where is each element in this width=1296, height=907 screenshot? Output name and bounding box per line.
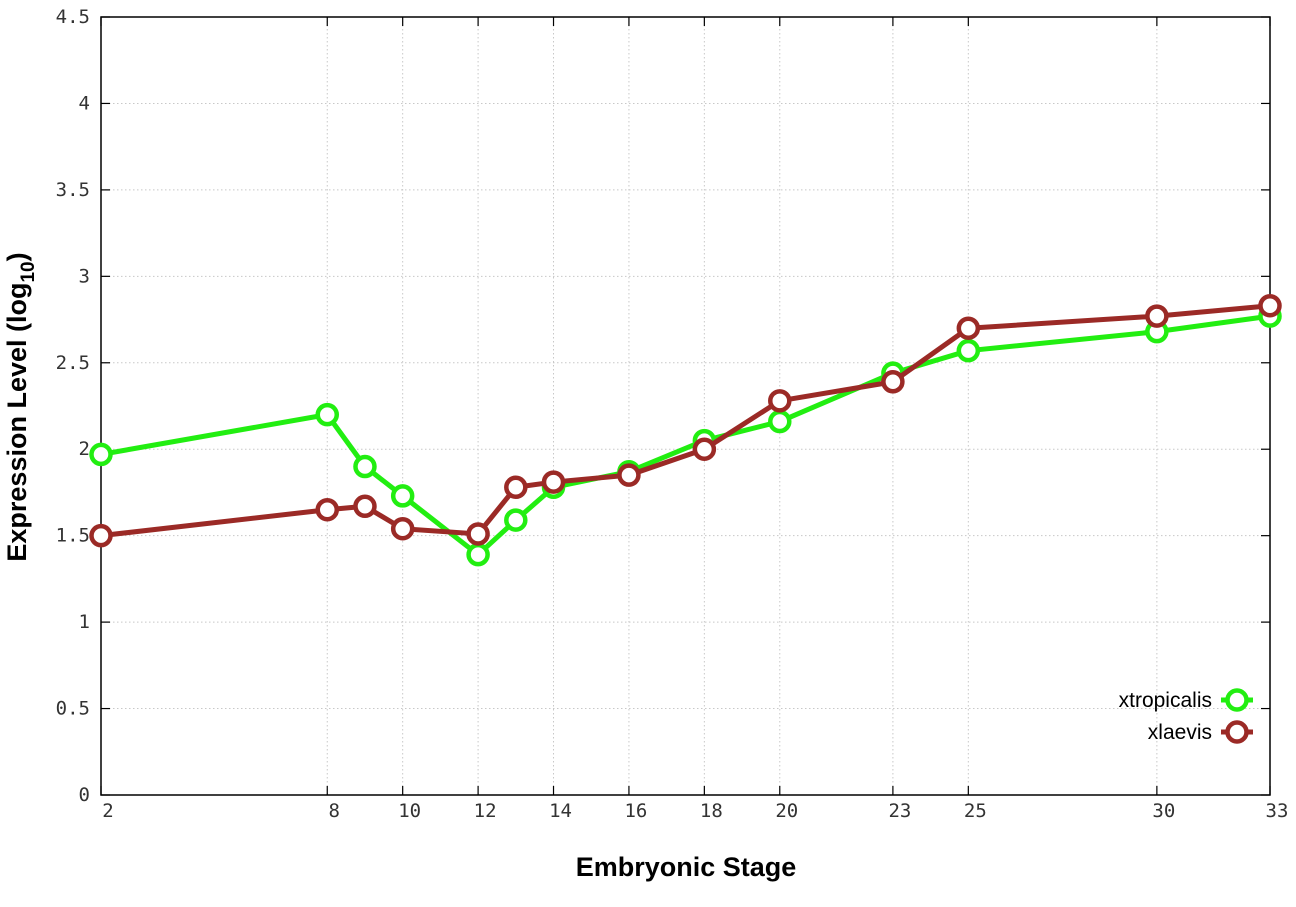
data-point-xlaevis [881,370,905,394]
data-point-xtropicalis [315,402,340,427]
data-point-xlaevis [1145,304,1169,328]
plot-frame [100,16,1271,796]
data-point-xtropicalis [89,442,113,467]
legend-marker-xlaevis [1225,720,1249,744]
x-tick-label: 14 [549,800,572,822]
data-point-xlaevis [541,470,566,494]
data-point-xlaevis [692,437,717,461]
data-point-xtropicalis [466,542,490,567]
y-axis-title: Expression Level (log10) [2,252,39,561]
y-tick-label: 3.5 [56,179,90,201]
data-point-xtropicalis [504,508,528,532]
data-point-xtropicalis [353,454,377,479]
y-tick-label: 0.5 [56,698,90,720]
series-lines [89,293,1282,567]
x-tick-label: 8 [329,800,340,822]
data-point-xlaevis [353,494,377,519]
x-tick-label: 18 [700,800,723,822]
x-tick-label: 23 [888,800,911,822]
x-tick-label: 12 [474,800,497,822]
x-tick-label: 20 [775,800,798,822]
y-tick-label: 1 [79,611,90,633]
legend-label-xlaevis: xlaevis [1148,721,1212,744]
legend: xtropicalis xlaevis [1119,688,1253,744]
series-xtropicalis [89,304,1282,567]
x-axis-title: Embryonic Stage [576,852,797,882]
data-point-xtropicalis [768,409,792,434]
y-tick-label: 1.5 [56,525,90,547]
y-tick-label: 2.5 [56,352,90,374]
data-point-xlaevis [390,517,415,541]
x-axis-tick-labels: 2 8 10 12 14 16 18 20 23 25 30 33 [102,800,1288,822]
y-axis-title-subscript: 10 [18,261,39,282]
x-tick-label: 33 [1266,800,1289,822]
y-axis-tick-labels: 0 0.5 1 1.5 2 2.5 3 3.5 4 4.5 [56,6,90,806]
y-tick-label: 3 [79,265,90,287]
y-tick-label: 0 [79,784,90,806]
legend-label-xtropicalis: xtropicalis [1119,689,1212,712]
data-point-xlaevis [466,522,490,546]
y-axis-title-close: ) [2,252,32,261]
y-tick-label: 4.5 [56,6,90,28]
data-point-xlaevis [768,389,792,413]
data-point-xlaevis [617,463,641,487]
legend-marker-xtropicalis [1225,688,1249,712]
x-tick-label: 30 [1152,800,1175,822]
series-xlaevis [89,293,1282,548]
x-tick-label: 2 [102,800,113,822]
grid [101,17,1270,795]
series-line-xtropicalis [100,313,1271,558]
data-point-xlaevis [89,523,113,548]
data-point-xtropicalis [390,484,415,508]
x-tick-label: 16 [624,800,647,822]
data-point-xlaevis [504,475,528,500]
x-tick-label: 25 [964,800,987,822]
y-tick-label: 4 [79,92,90,114]
data-point-xlaevis [956,316,981,340]
data-point-xlaevis [315,497,340,522]
data-point-xlaevis [1258,293,1282,318]
y-axis-title-main: Expression Level (log [2,283,32,562]
x-tick-label: 10 [398,800,421,822]
y-tick-label: 2 [79,438,90,460]
axis-ticks [100,16,1271,796]
data-point-xtropicalis [956,338,981,363]
